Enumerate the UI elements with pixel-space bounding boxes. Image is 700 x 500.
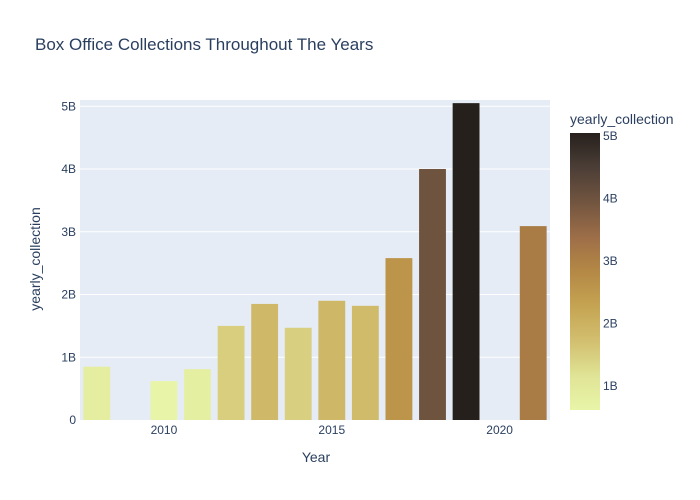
- x-axis-ticks: 2010 2015 2020: [151, 423, 514, 437]
- colorbar-tick-label: 3B: [603, 254, 618, 268]
- y-tick-label: 2B: [61, 288, 76, 302]
- bar-2013[interactable]: [251, 303, 279, 420]
- y-tick-label: 1B: [61, 350, 76, 364]
- colorbar-tick-label: 4B: [603, 192, 618, 206]
- y-tick-label: 0: [69, 413, 76, 427]
- bar-2010[interactable]: [150, 381, 178, 420]
- x-tick-label: 2020: [486, 423, 513, 437]
- bar-2016[interactable]: [351, 305, 379, 420]
- chart-title: Box Office Collections Throughout The Ye…: [35, 35, 373, 54]
- colorbar-tick-label: 5B: [603, 129, 618, 143]
- y-axis-ticks: 0 1B 2B 3B 4B 5B: [61, 99, 76, 427]
- bar-2019[interactable]: [452, 103, 480, 420]
- colorbar-title: yearly_collection: [570, 111, 674, 127]
- bar-2018[interactable]: [419, 169, 446, 420]
- bar-2012[interactable]: [217, 325, 245, 420]
- x-tick-label: 2010: [151, 423, 178, 437]
- colorbar-ticks: 1B 2B 3B 4B 5B: [603, 129, 618, 393]
- colorbar-tick-label: 1B: [603, 379, 618, 393]
- colorbar-tick-label: 2B: [603, 317, 618, 331]
- colorbar: [570, 133, 600, 410]
- x-axis-title: Year: [302, 449, 331, 465]
- bar-2021[interactable]: [519, 226, 547, 420]
- bar-2017[interactable]: [385, 258, 413, 420]
- y-axis-title: yearly_collection: [27, 207, 43, 311]
- y-tick-label: 5B: [61, 99, 76, 113]
- y-tick-label: 4B: [61, 162, 76, 176]
- bar-2014[interactable]: [284, 327, 312, 420]
- bar-2011[interactable]: [184, 369, 211, 420]
- bar-2008[interactable]: [83, 366, 111, 420]
- y-tick-label: 3B: [61, 225, 76, 239]
- x-tick-label: 2015: [318, 423, 345, 437]
- bars: [83, 103, 547, 420]
- bar-2015[interactable]: [318, 300, 346, 420]
